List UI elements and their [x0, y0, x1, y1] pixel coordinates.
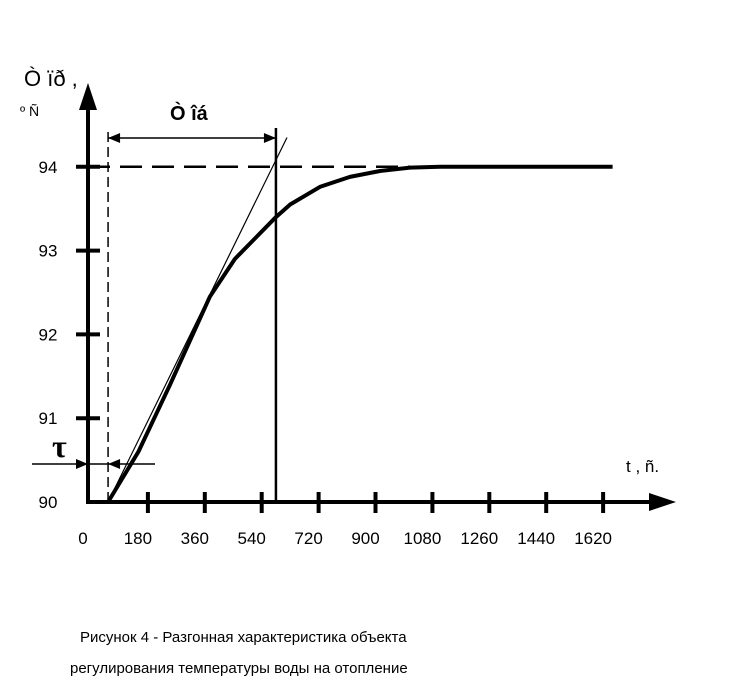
- x-tick-label: 720: [294, 529, 322, 548]
- t-ob-label: Ò îá: [170, 101, 209, 125]
- x-label: t , ñ.: [626, 457, 659, 476]
- y-axis-arrow: [79, 83, 97, 110]
- t-ob-arrowhead: [263, 133, 276, 143]
- y-tick-label: 93: [39, 242, 58, 261]
- x-tick-label: 360: [181, 529, 209, 548]
- tau-arrowhead: [108, 459, 121, 469]
- tau-label: τ: [52, 428, 67, 464]
- x-tick-label: 1260: [460, 529, 498, 548]
- tau-arrowhead: [76, 459, 88, 469]
- y-tick-label: 92: [39, 325, 58, 344]
- x-axis-arrow: [649, 493, 676, 511]
- x-tick-label: 1440: [517, 529, 555, 548]
- y-label-unit: º Ñ: [20, 103, 39, 119]
- x-tick-label: 900: [351, 529, 379, 548]
- x-tick-label: 1080: [403, 529, 441, 548]
- y-tick-label: 94: [39, 158, 58, 177]
- caption-line: Рисунок 4 - Разгонная характеристика объ…: [80, 629, 407, 646]
- x-tick-label: 1620: [574, 529, 612, 548]
- t-ob-arrowhead: [108, 133, 121, 143]
- x-tick-label: 540: [238, 529, 266, 548]
- x-tick-label: 180: [124, 529, 152, 548]
- y-label: Ò ïð ,: [24, 66, 78, 91]
- caption-line: регулирования температуры воды на отопле…: [70, 660, 408, 677]
- y-tick-label: 91: [39, 409, 58, 428]
- y-tick-label: 90: [39, 493, 58, 512]
- response-curve: [106, 164, 613, 504]
- x-tick-label: 0: [78, 529, 87, 548]
